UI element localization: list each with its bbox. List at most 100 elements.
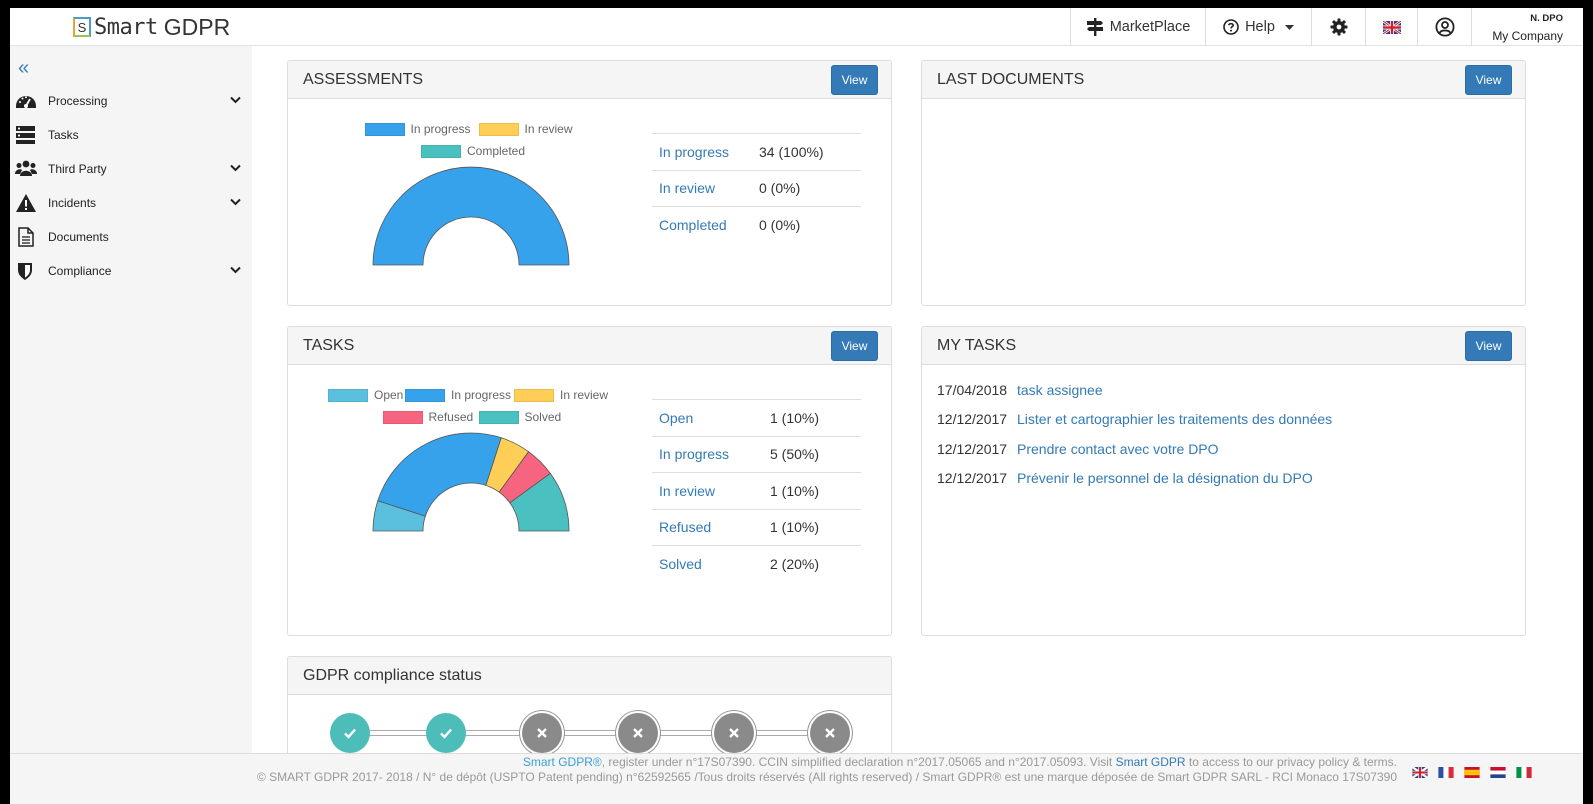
language-selector[interactable]: [1365, 8, 1417, 46]
list-item: 12/12/2017 Prévenir le personnel de la d…: [937, 470, 1313, 486]
my-tasks-view-button[interactable]: View: [1465, 331, 1512, 361]
chart-slice-solved[interactable]: [509, 472, 570, 532]
task-date: 12/12/2017: [937, 470, 1008, 486]
stat-value: 0 (0%): [759, 180, 801, 197]
task-link[interactable]: Prévenir le personnel de la désignation …: [1017, 470, 1313, 486]
footer-site-link[interactable]: Smart GDPR: [1115, 755, 1186, 769]
sidebar-item-label: Documents: [48, 230, 109, 244]
collapse-sidebar-icon[interactable]: «: [18, 57, 30, 79]
caret-down-icon: [1284, 24, 1294, 30]
uk-flag-icon[interactable]: [1412, 767, 1428, 778]
sidebar: « Processing Tasks: [10, 46, 252, 766]
stat-link-completed[interactable]: Completed: [659, 217, 727, 234]
legend-item[interactable]: In review: [478, 122, 573, 136]
stat-value: 5 (50%): [770, 446, 820, 463]
document-icon: [18, 227, 34, 247]
legend-item[interactable]: Refused: [382, 410, 473, 424]
legend-label: In review: [560, 388, 609, 402]
panel-header: MY TASKS View: [922, 327, 1525, 365]
legend-item[interactable]: In progress: [364, 122, 471, 136]
user-profile-button[interactable]: [1417, 8, 1471, 46]
marketplace-button[interactable]: MarketPlace: [1070, 8, 1205, 46]
sidebar-item-label: Third Party: [48, 162, 107, 176]
compliance-step[interactable]: [522, 713, 562, 753]
stat-link-open[interactable]: Open: [659, 409, 694, 426]
legend-item[interactable]: In review: [514, 388, 608, 402]
legend-item[interactable]: Solved: [478, 410, 561, 424]
sidebar-item-incidents[interactable]: Incidents: [10, 186, 252, 220]
brand-logo[interactable]: S Smart GDPR: [73, 14, 230, 40]
legend-swatch: [421, 144, 461, 158]
stat-link-in-review[interactable]: In review: [659, 482, 716, 499]
legend-label: In progress: [451, 388, 512, 402]
stat-value: 0 (0%): [759, 217, 801, 234]
footer-brand-link[interactable]: Smart GDPR®: [522, 755, 602, 769]
account-name: N. DPO: [1530, 12, 1563, 24]
panel-title: GDPR compliance status: [303, 667, 482, 684]
sidebar-item-label: Processing: [48, 94, 108, 108]
marketplace-label: MarketPlace: [1109, 19, 1191, 35]
legend-swatch: [364, 122, 405, 136]
legend-item[interactable]: Completed: [421, 144, 525, 158]
stat-link-in-progress[interactable]: In progress: [659, 143, 730, 160]
stat-link-in-review[interactable]: In review: [659, 180, 716, 197]
stat-link-refused[interactable]: Refused: [659, 519, 712, 536]
legend-item[interactable]: In progress: [405, 388, 511, 402]
settings-button[interactable]: [1311, 8, 1365, 46]
legend-swatch: [328, 388, 368, 402]
task-link[interactable]: task assignee: [1017, 382, 1103, 398]
stat-link-in-progress[interactable]: In progress: [659, 446, 730, 463]
legend-label: Open: [374, 388, 404, 402]
compliance-step[interactable]: [426, 713, 466, 753]
panel-title: ASSESSMENTS: [303, 71, 424, 88]
tasks-list-icon: [16, 126, 35, 144]
footer-copyright: © SMART GDPR 2017- 2018 / N° de dépôt (U…: [256, 770, 1397, 784]
sidebar-item-compliance[interactable]: Compliance: [10, 254, 252, 288]
compliance-step[interactable]: [714, 713, 754, 753]
table-row: Completed 0 (0%): [652, 207, 861, 244]
table-row: In progress 5 (50%): [652, 437, 861, 473]
compliance-step[interactable]: [618, 713, 658, 753]
dashboard-gauge-icon: [16, 96, 36, 108]
tasks-panel: TASKS View Open In progress In review Refus…: [287, 326, 892, 636]
table-row: In progress 34 (100%): [652, 134, 861, 171]
table-row: Open 1 (10%): [652, 400, 861, 437]
close-icon: [729, 728, 739, 738]
chart-slice-in-progress[interactable]: [372, 166, 570, 266]
sidebar-item-tasks[interactable]: Tasks: [10, 118, 252, 152]
task-link[interactable]: Prendre contact avec votre DPO: [1017, 441, 1219, 457]
list-item: 12/12/2017 Prendre contact avec votre DP…: [937, 441, 1219, 457]
legend-item[interactable]: Open: [328, 388, 403, 402]
netherlands-flag-icon[interactable]: [1490, 767, 1506, 778]
chevron-down-icon: [230, 198, 241, 206]
panel-title: MY TASKS: [937, 337, 1017, 354]
france-flag-icon[interactable]: [1438, 767, 1454, 778]
tasks-view-button[interactable]: View: [831, 331, 878, 361]
my-tasks-panel: MY TASKS View 17/04/2018 task assignee 1…: [921, 326, 1526, 636]
italy-flag-icon[interactable]: [1516, 767, 1532, 778]
last-documents-view-button[interactable]: View: [1465, 65, 1512, 95]
sidebar-item-processing[interactable]: Processing: [10, 84, 252, 118]
user-circle-icon: [1434, 17, 1455, 37]
footer: Smart GDPR®, register under n°17S07390. …: [10, 753, 1583, 804]
account-menu[interactable]: N. DPO My Company: [1471, 8, 1583, 46]
chart-slice-in-progress[interactable]: [377, 432, 502, 517]
list-item: 12/12/2017 Lister et cartographier les t…: [937, 411, 1332, 427]
task-link[interactable]: Lister et cartographier les traitements …: [1017, 411, 1333, 427]
users-group-icon: [15, 160, 37, 176]
shield-icon: [18, 263, 32, 280]
footer-text: , register under n°17S07390. CCIN simpli…: [601, 755, 1116, 769]
close-icon: [633, 728, 643, 738]
panel-header: TASKS View: [288, 327, 891, 365]
spain-flag-icon[interactable]: [1464, 767, 1480, 778]
table-row: Refused 1 (10%): [652, 510, 861, 546]
table-row: Solved 2 (20%): [652, 546, 861, 583]
compliance-step[interactable]: [810, 713, 850, 753]
check-icon: [440, 728, 452, 739]
assessments-view-button[interactable]: View: [831, 65, 878, 95]
compliance-step[interactable]: [330, 713, 370, 753]
stat-link-solved[interactable]: Solved: [659, 556, 702, 573]
help-dropdown[interactable]: Help: [1205, 8, 1311, 46]
sidebar-item-documents[interactable]: Documents: [10, 220, 252, 254]
sidebar-item-third-party[interactable]: Third Party: [10, 152, 252, 186]
